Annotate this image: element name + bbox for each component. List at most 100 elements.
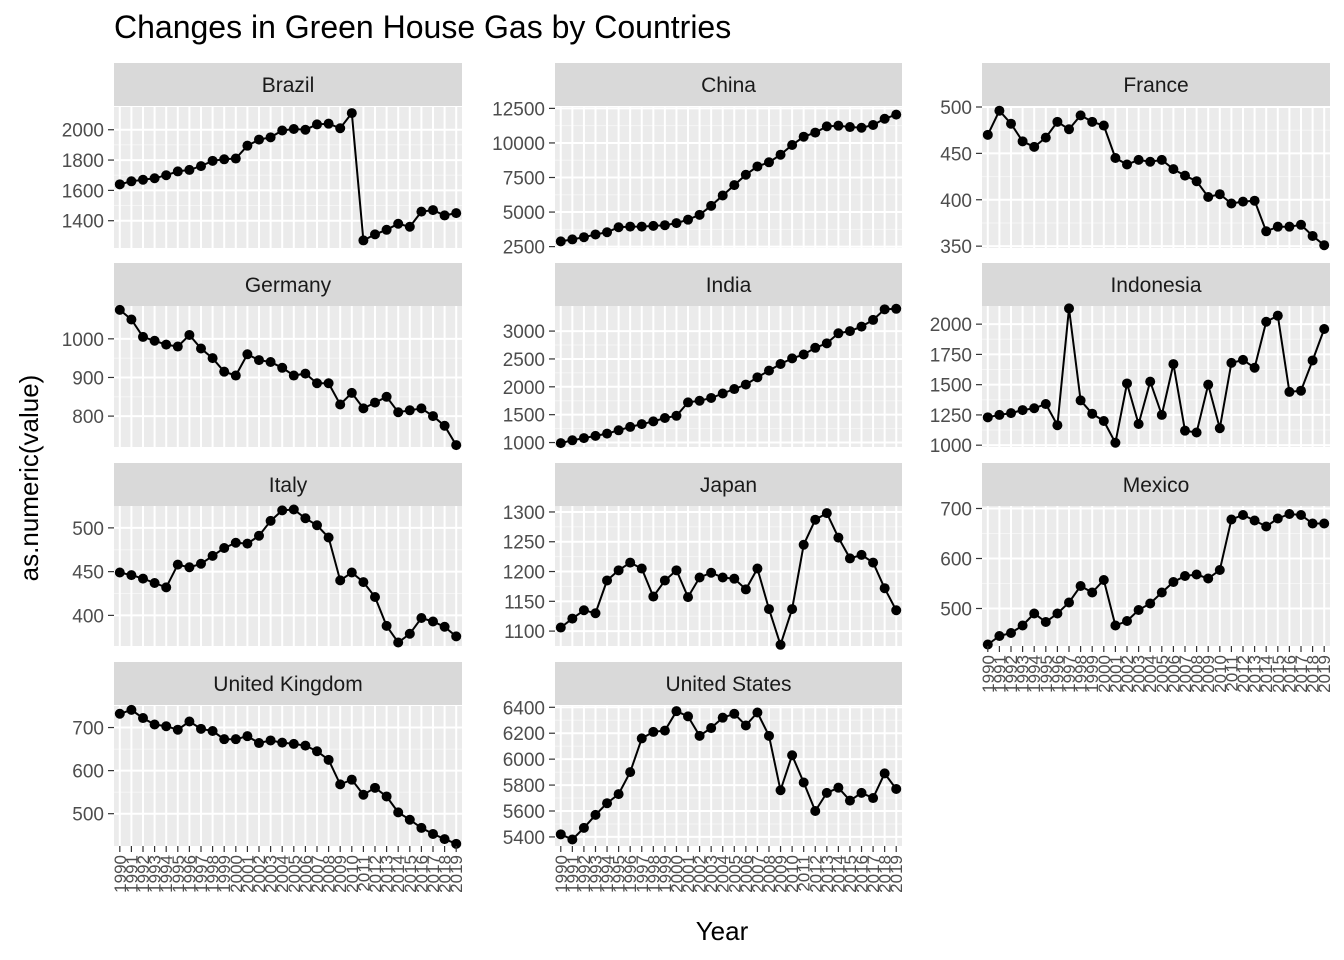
data-point-india-1997 <box>636 419 647 430</box>
y-tick-label: 3000 <box>503 322 545 343</box>
data-point-china-2008 <box>763 157 774 168</box>
x-tick-label: 2005 <box>725 855 744 893</box>
data-point-indonesia-1997 <box>1064 303 1074 314</box>
x-tick-label: 2013 <box>818 855 837 893</box>
x-tick-label: 1995 <box>169 855 188 893</box>
data-point-india-2003 <box>706 392 717 403</box>
data-point-france-2007 <box>1180 170 1190 181</box>
data-point-mexico-1991 <box>994 631 1005 641</box>
data-point-indonesia-2014 <box>1261 316 1272 327</box>
data-point-united-kingdom-2013 <box>381 791 392 802</box>
y-tick-label: 400 <box>72 606 104 627</box>
data-point-germany-2004 <box>277 362 288 373</box>
data-point-united-states-2005 <box>729 708 740 719</box>
y-tick-label: 5400 <box>503 828 545 849</box>
facet-strip-label-france: France <box>1123 74 1188 97</box>
x-tick-label: 2018 <box>436 855 455 893</box>
data-point-france-1997 <box>1064 124 1074 135</box>
data-point-china-2015 <box>844 122 855 133</box>
data-point-brazil-2019 <box>451 208 462 219</box>
facet-strip-france <box>982 63 1330 106</box>
x-tick-label: 1995 <box>610 855 629 893</box>
data-point-mexico-2003 <box>1133 605 1144 615</box>
x-tick-label: 2015 <box>841 855 860 893</box>
data-point-japan-1997 <box>636 563 647 574</box>
data-point-italy-2019 <box>451 631 462 642</box>
data-point-united-states-1994 <box>602 798 613 809</box>
data-point-italy-1995 <box>172 559 183 570</box>
data-point-india-2005 <box>729 384 740 395</box>
data-point-germany-1998 <box>207 353 218 364</box>
data-point-mexico-1999 <box>1087 587 1098 598</box>
data-point-france-1994 <box>1029 141 1040 152</box>
data-point-mexico-2002 <box>1122 616 1132 626</box>
data-point-mexico-2012 <box>1238 510 1248 520</box>
data-point-united-kingdom-2008 <box>323 754 334 765</box>
x-tick-label: 2000 <box>668 855 687 893</box>
data-point-china-1993 <box>590 229 601 240</box>
data-point-indonesia-1996 <box>1052 420 1063 431</box>
data-point-france-2019 <box>1319 240 1330 251</box>
data-point-mexico-1998 <box>1075 581 1086 591</box>
data-point-mexico-2014 <box>1261 521 1272 532</box>
data-point-india-2011 <box>798 349 809 360</box>
data-point-united-states-2003 <box>706 723 717 734</box>
y-tick-label: 1100 <box>504 622 545 643</box>
x-tick-label: 1994 <box>157 855 176 893</box>
data-point-germany-1996 <box>184 329 195 340</box>
data-point-brazil-1996 <box>184 164 195 175</box>
data-point-indonesia-2011 <box>1226 357 1237 368</box>
data-point-italy-1991 <box>126 570 137 581</box>
data-point-united-states-2019 <box>891 783 902 794</box>
data-point-india-2016 <box>856 321 867 332</box>
data-point-italy-2009 <box>335 575 346 586</box>
data-point-germany-1990 <box>114 304 125 315</box>
data-point-france-2013 <box>1249 195 1260 206</box>
x-tick-label: 2016 <box>1280 655 1299 693</box>
data-point-germany-1993 <box>149 335 160 346</box>
data-point-india-2015 <box>844 326 855 337</box>
data-point-japan-2017 <box>868 557 879 568</box>
data-point-indonesia-1993 <box>1017 405 1028 416</box>
y-tick-label: 12500 <box>492 99 545 120</box>
data-point-mexico-2015 <box>1272 513 1283 524</box>
data-point-mexico-2000 <box>1098 575 1109 585</box>
data-point-china-2005 <box>729 180 740 191</box>
x-tick-label: 2003 <box>702 855 721 893</box>
data-point-italy-2017 <box>428 616 438 627</box>
panel-background-united-states <box>555 706 902 846</box>
data-point-china-2013 <box>821 121 832 132</box>
x-tick-label: 2000 <box>1095 655 1114 693</box>
x-tick-label: 2012 <box>806 855 825 893</box>
data-point-brazil-1999 <box>219 154 230 165</box>
facet-strip-label-japan: Japan <box>700 474 757 497</box>
data-point-indonesia-2000 <box>1098 415 1109 426</box>
data-point-mexico-2011 <box>1226 514 1237 525</box>
data-point-india-2013 <box>821 338 832 349</box>
data-point-italy-2004 <box>277 505 288 516</box>
data-point-united-kingdom-2007 <box>312 746 322 757</box>
facet-strip-label-brazil: Brazil <box>262 74 315 97</box>
data-point-united-states-2007 <box>752 707 763 718</box>
data-point-united-states-2010 <box>787 750 798 761</box>
data-point-united-kingdom-2001 <box>242 731 253 742</box>
facet-strip-label-united-kingdom: United Kingdom <box>213 673 362 696</box>
data-point-brazil-1995 <box>172 166 183 177</box>
data-point-united-states-2014 <box>833 782 844 793</box>
data-point-china-2014 <box>833 120 844 131</box>
x-tick-label: 2005 <box>1153 655 1172 693</box>
data-point-united-kingdom-1993 <box>149 719 160 730</box>
data-point-indonesia-2018 <box>1307 355 1318 366</box>
y-tick-label: 1250 <box>503 533 545 554</box>
x-tick-label: 2019 <box>1315 655 1334 693</box>
data-point-united-kingdom-2010 <box>346 774 357 785</box>
data-point-germany-1999 <box>219 366 230 377</box>
x-tick-label: 1996 <box>621 855 640 893</box>
data-point-india-1994 <box>602 428 613 439</box>
data-point-indonesia-2015 <box>1272 310 1283 321</box>
data-point-italy-2002 <box>254 530 264 541</box>
data-point-indonesia-2009 <box>1203 379 1214 390</box>
y-tick-label: 1150 <box>504 592 545 613</box>
data-point-united-kingdom-2019 <box>451 838 462 849</box>
data-point-mexico-2001 <box>1110 620 1121 631</box>
